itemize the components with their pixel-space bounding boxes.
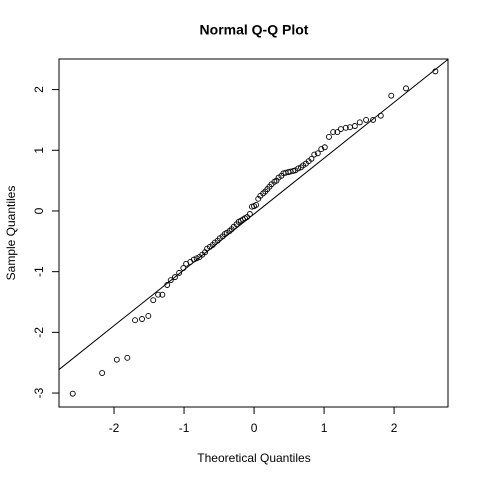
chart-title: Normal Q-Q Plot (200, 22, 309, 38)
point (113, 356, 120, 363)
point (388, 92, 395, 99)
point (145, 313, 152, 319)
y-tick-label: 1 (32, 147, 46, 154)
point (69, 390, 76, 397)
y-tick-label: -2 (32, 327, 46, 338)
x-tick-label: 1 (321, 421, 328, 435)
point (356, 119, 363, 126)
point (321, 144, 328, 151)
point (351, 123, 358, 129)
point (155, 291, 162, 298)
x-tick-label: -2 (109, 421, 120, 435)
point (334, 129, 341, 136)
point (330, 129, 337, 136)
point (403, 85, 409, 92)
point (342, 124, 349, 131)
point (176, 269, 183, 276)
point (370, 116, 377, 123)
point (150, 297, 157, 304)
point (308, 155, 315, 162)
point (171, 274, 178, 281)
x-tick-label: 2 (391, 421, 398, 435)
y-axis-label: Sample Quantiles (4, 186, 18, 281)
point (318, 146, 325, 153)
point (246, 211, 253, 217)
plot-box (58, 58, 449, 408)
point (314, 150, 321, 157)
point (311, 151, 318, 158)
point (295, 165, 302, 172)
y-tick-label: -1 (32, 266, 46, 277)
y-tick-label: 2 (32, 86, 46, 93)
point (326, 133, 332, 140)
point (124, 354, 131, 361)
point (99, 370, 106, 376)
x-tick-label: 0 (251, 421, 258, 435)
point (139, 316, 145, 322)
point (253, 201, 260, 208)
point (159, 291, 166, 298)
point (363, 116, 370, 123)
x-tick-label: -1 (179, 421, 190, 435)
y-tick-label: 0 (32, 207, 46, 214)
reference-line (59, 59, 448, 370)
x-axis-label: Theoretical Quantiles (197, 451, 310, 465)
point (132, 317, 138, 324)
y-tick-label: -3 (32, 387, 46, 398)
point (167, 277, 174, 284)
